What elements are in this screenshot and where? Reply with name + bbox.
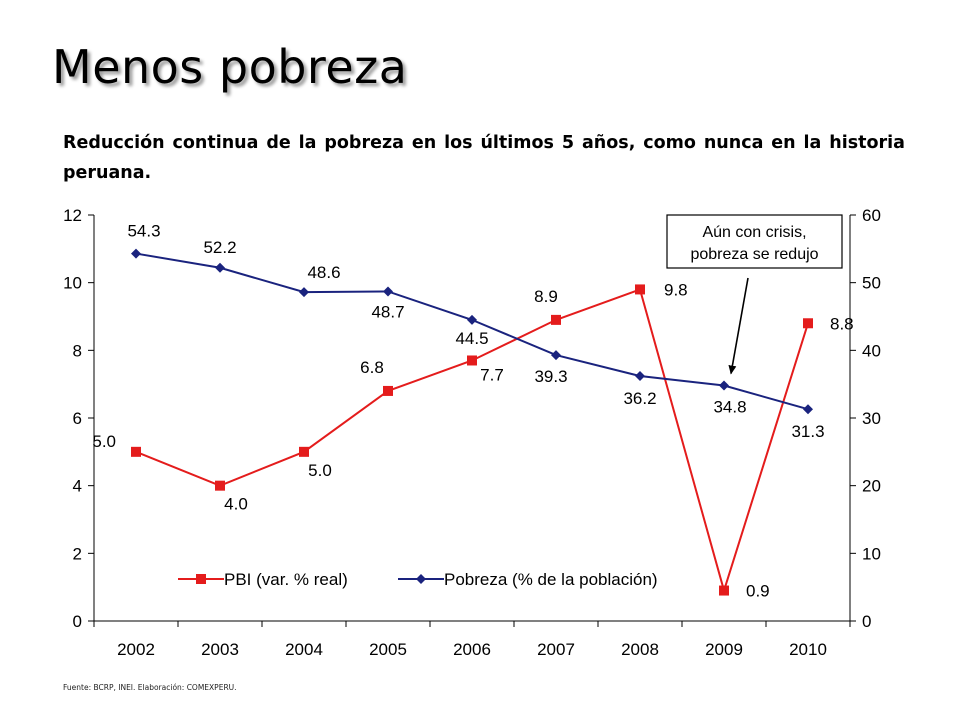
- source-note: Fuente: BCRP, INEI. Elaboración: COMEXPE…: [63, 683, 237, 692]
- pobreza-data-label-2006: 44.5: [455, 329, 488, 348]
- x-tick-label: 2008: [621, 640, 659, 659]
- y-right-tick-label: 0: [862, 612, 871, 631]
- pbi-data-label-2008: 9.8: [664, 280, 688, 299]
- pobreza-point-2005: [383, 286, 393, 297]
- pobreza-data-label-2004: 48.6: [307, 263, 340, 282]
- pbi-point-2010: [803, 318, 813, 329]
- pobreza-data-label-2003: 52.2: [203, 238, 236, 257]
- y-right-tick-label: 50: [862, 274, 881, 293]
- pbi-data-label-2007: 8.9: [534, 287, 558, 306]
- y-left-tick-label: 4: [73, 477, 82, 496]
- y-left-tick-label: 6: [73, 409, 82, 428]
- y-left-tick-label: 8: [73, 341, 82, 360]
- pobreza-point-2010: [803, 404, 813, 415]
- y-left-tick-label: 2: [73, 544, 82, 563]
- page-subtitle: Reducción continua de la pobreza en los …: [63, 133, 905, 183]
- y-left-tick-label: 10: [63, 274, 82, 293]
- pobreza-point-2004: [299, 287, 309, 298]
- y-left-tick-label: 0: [73, 612, 82, 631]
- pbi-point-2002: [131, 446, 141, 457]
- pbi-point-2008: [635, 284, 645, 295]
- pobreza-data-label-2007: 39.3: [534, 367, 567, 386]
- pbi-data-label-2004: 5.0: [308, 461, 332, 480]
- page-title: Menos pobreza: [52, 40, 408, 94]
- pbi-point-2006: [467, 355, 477, 366]
- pobreza-point-2008: [635, 371, 645, 382]
- pobreza-point-2007: [551, 350, 561, 361]
- pobreza-point-2003: [215, 262, 225, 273]
- pobreza-point-2009: [719, 380, 729, 391]
- pbi-point-2009: [719, 585, 729, 596]
- annotation-text-line: Aún con crisis,: [702, 224, 806, 241]
- pbi-point-2003: [215, 480, 225, 491]
- pobreza-data-label-2005: 48.7: [371, 302, 404, 321]
- y-right-tick-label: 10: [862, 544, 881, 563]
- pobreza-data-label-2008: 36.2: [623, 389, 656, 408]
- legend-pbi-marker: [196, 574, 206, 584]
- x-tick-label: 2002: [117, 640, 155, 659]
- x-tick-label: 2006: [453, 640, 491, 659]
- pbi-data-label-2005: 6.8: [360, 358, 384, 377]
- pbi-data-label-2003: 4.0: [224, 495, 248, 514]
- x-tick-label: 2007: [537, 640, 575, 659]
- legend-pobreza-marker: [416, 574, 426, 584]
- legend-pbi-label: PBI (var. % real): [224, 570, 348, 589]
- x-tick-label: 2003: [201, 640, 239, 659]
- pbi-point-2004: [299, 446, 309, 457]
- pobreza-point-2006: [467, 314, 477, 325]
- annotation-text-line: pobreza se redujo: [690, 246, 818, 263]
- annotation-box: [666, 214, 843, 269]
- y-right-tick-label: 20: [862, 477, 881, 496]
- pbi-data-label-2006: 7.7: [480, 365, 504, 384]
- y-right-tick-label: 60: [862, 206, 881, 225]
- x-tick-label: 2009: [705, 640, 743, 659]
- pbi-data-label-2009: 0.9: [746, 582, 770, 601]
- y-left-tick-label: 12: [63, 206, 82, 225]
- pbi-point-2007: [551, 314, 561, 325]
- x-tick-label: 2004: [285, 640, 323, 659]
- pobreza-data-label-2002: 54.3: [127, 222, 160, 241]
- annotation-arrow: [728, 277, 749, 375]
- y-right-tick-label: 40: [862, 341, 881, 360]
- pobreza-data-label-2010: 31.3: [791, 422, 824, 441]
- y-right-tick-label: 30: [862, 409, 881, 428]
- x-tick-label: 2005: [369, 640, 407, 659]
- x-tick-label: 2010: [789, 640, 827, 659]
- legend-pobreza-label: Pobreza (% de la población): [444, 570, 658, 589]
- pbi-data-label-2010: 8.8: [830, 314, 854, 333]
- pbi-point-2005: [383, 385, 393, 396]
- pbi-data-label-2002: 5.0: [92, 432, 116, 451]
- pobreza-point-2002: [131, 248, 141, 259]
- pobreza-data-label-2009: 34.8: [713, 398, 746, 417]
